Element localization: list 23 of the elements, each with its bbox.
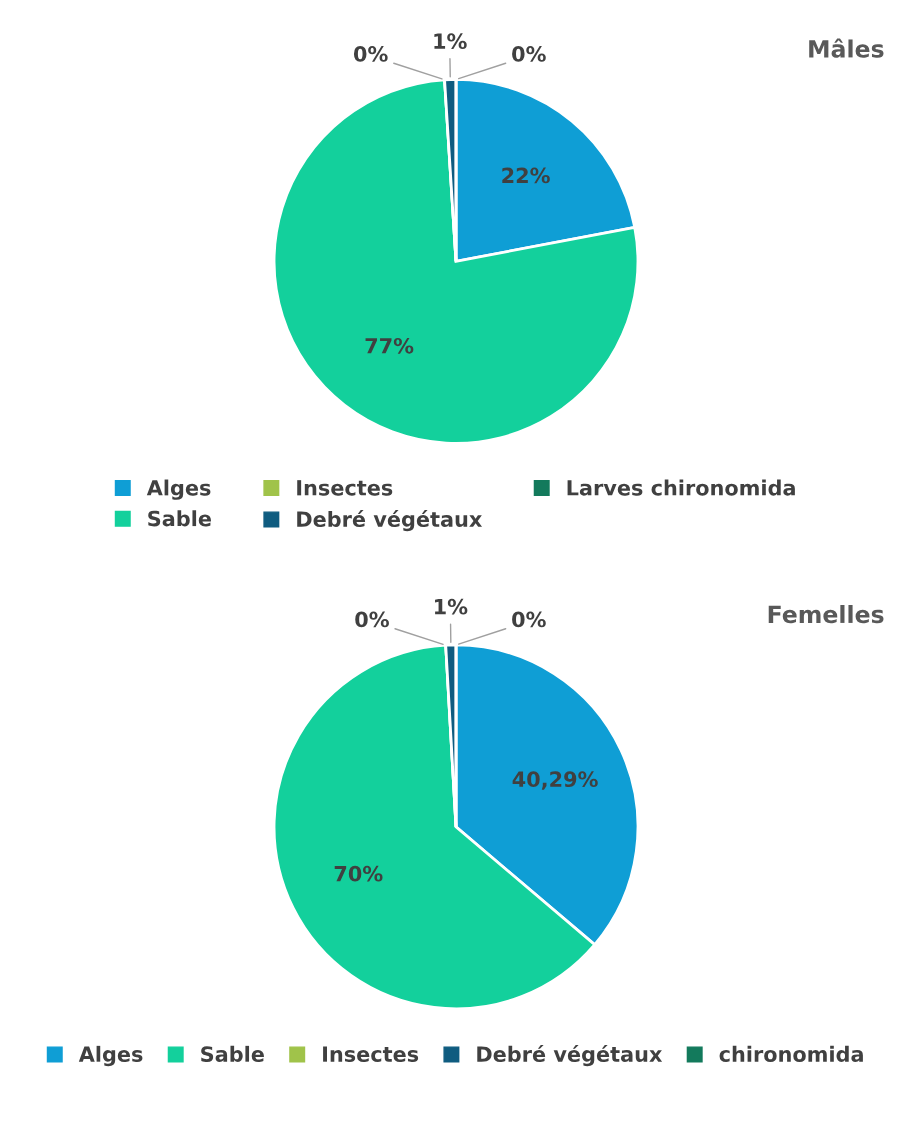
data-label: 1%	[435, 598, 468, 615]
legend-label: chironomida	[719, 1045, 863, 1062]
legend-label: Sable	[201, 1045, 264, 1062]
data-label: 77%	[365, 337, 414, 354]
legend-label: Sable	[148, 510, 211, 527]
legend-label: Alges	[146, 479, 211, 500]
chart-title: Femelles	[768, 604, 884, 624]
text: 0%	[355, 611, 389, 628]
legend-label: Insectes	[323, 1046, 419, 1062]
pie-slice	[272, 78, 640, 445]
data-label: 40,29%	[512, 771, 598, 790]
text: 0%	[512, 611, 546, 628]
text: Mâles	[809, 38, 884, 58]
data-label: 22%	[502, 167, 550, 184]
legend-label: Debré végétaux	[297, 510, 483, 532]
legend-label: Alges	[78, 1045, 143, 1067]
legend-label: Debré végétaux	[477, 1045, 663, 1067]
data-label: 70%	[334, 865, 383, 882]
legend-label: Insectes	[297, 480, 393, 496]
text: 0%	[512, 46, 546, 62]
legend-label: Larves chironomida	[567, 479, 795, 496]
text: 0%	[353, 46, 388, 62]
data-label: 1%	[434, 33, 467, 50]
